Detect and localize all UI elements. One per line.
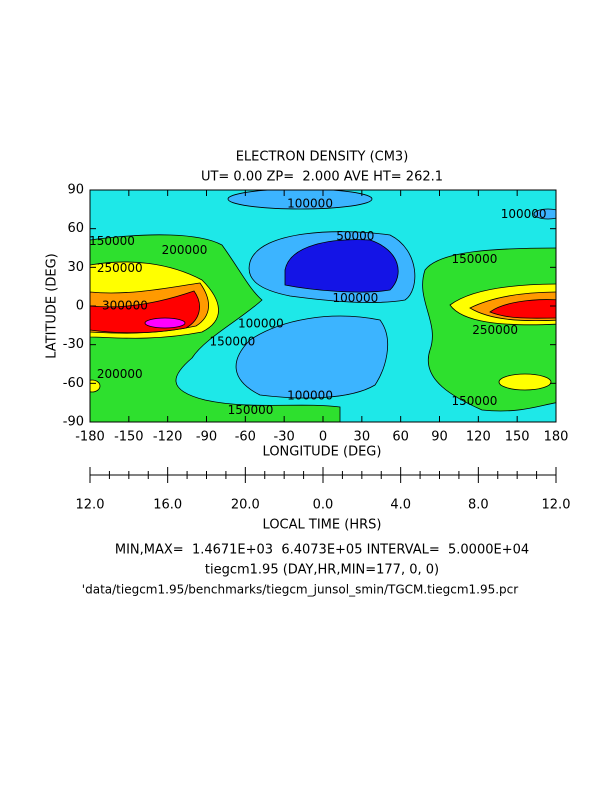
x-tick-label: -180	[75, 430, 105, 445]
contour-fill	[284, 239, 399, 293]
contour-label: 300000	[102, 299, 148, 313]
x-tick-label: 180	[544, 430, 569, 445]
contour-label: 100000	[287, 197, 333, 211]
y-tick-label: -60	[63, 376, 84, 391]
footer-line: 'data/tiegcm1.95/benchmarks/tiegcm_junso…	[82, 583, 518, 597]
y-tick-label: -30	[63, 337, 84, 352]
x-axis-label: LONGITUDE (DEG)	[263, 445, 382, 460]
contour-label: 150000	[228, 403, 274, 417]
contour-label: 200000	[162, 243, 208, 257]
chart-subtitle: UT= 0.00 ZP= 2.000 AVE HT= 262.1	[201, 170, 443, 185]
footer-line: MIN,MAX= 1.4671E+03 6.4073E+05 INTERVAL=…	[115, 543, 529, 558]
contour-label: 150000	[452, 252, 498, 266]
local-time-tick-label: 0.0	[313, 498, 334, 513]
x-tick-label: 0	[319, 430, 327, 445]
footer-line: tiegcm1.95 (DAY,HR,MIN=177, 0, 0)	[205, 563, 439, 578]
x-tick-label: -90	[196, 430, 217, 445]
local-time-tick-label: 12.0	[542, 498, 571, 513]
contour-field	[90, 190, 556, 422]
y-tick-label: 60	[67, 221, 84, 236]
local-time-tick-label: 4.0	[390, 498, 411, 513]
chart-title: ELECTRON DENSITY (CM3)	[236, 150, 409, 165]
contour-fill	[90, 379, 101, 393]
x-tick-label: -150	[114, 430, 144, 445]
y-tick-label: 0	[76, 299, 84, 314]
contour-fill	[498, 373, 552, 391]
contour-label: 50000	[336, 229, 374, 243]
contour-fill	[144, 317, 186, 329]
contour-fill	[227, 190, 373, 210]
x-tick-label: 120	[466, 430, 491, 445]
contour-label: 100000	[332, 291, 378, 305]
x-tick-label: 30	[354, 430, 371, 445]
contour-label: 150000	[452, 394, 498, 408]
x-tick-label: -60	[235, 430, 256, 445]
contour-label: 150000	[89, 234, 135, 248]
contour-fill	[533, 208, 556, 220]
contour-label: 100000	[501, 207, 547, 221]
y-axis-label: LATITUDE (DEG)	[45, 253, 60, 358]
y-tick-label: 30	[67, 260, 84, 275]
contour-label: 200000	[97, 367, 143, 381]
x-tick-label: -120	[153, 430, 183, 445]
local-time-tick-label: 8.0	[468, 498, 489, 513]
y-tick-label: 90	[67, 183, 84, 198]
x-tick-label: -30	[274, 430, 295, 445]
x-tick-label: 90	[431, 430, 448, 445]
x-tick-label: 150	[505, 430, 530, 445]
local-time-tick-label: 12.0	[76, 498, 105, 513]
local-time-tick-label: 20.0	[231, 498, 260, 513]
local-time-tick-label: 16.0	[153, 498, 182, 513]
y-tick-label: -90	[63, 415, 84, 430]
contour-fill	[489, 299, 556, 319]
contour-label: 100000	[238, 317, 284, 331]
contour-label: 250000	[472, 323, 518, 337]
contour-label: 150000	[209, 335, 255, 349]
contour-label: 250000	[97, 261, 143, 275]
contour-fill	[235, 315, 388, 399]
x-tick-label: 60	[392, 430, 409, 445]
contour-label: 100000	[287, 389, 333, 403]
local-time-axis-label: LOCAL TIME (HRS)	[263, 518, 382, 533]
